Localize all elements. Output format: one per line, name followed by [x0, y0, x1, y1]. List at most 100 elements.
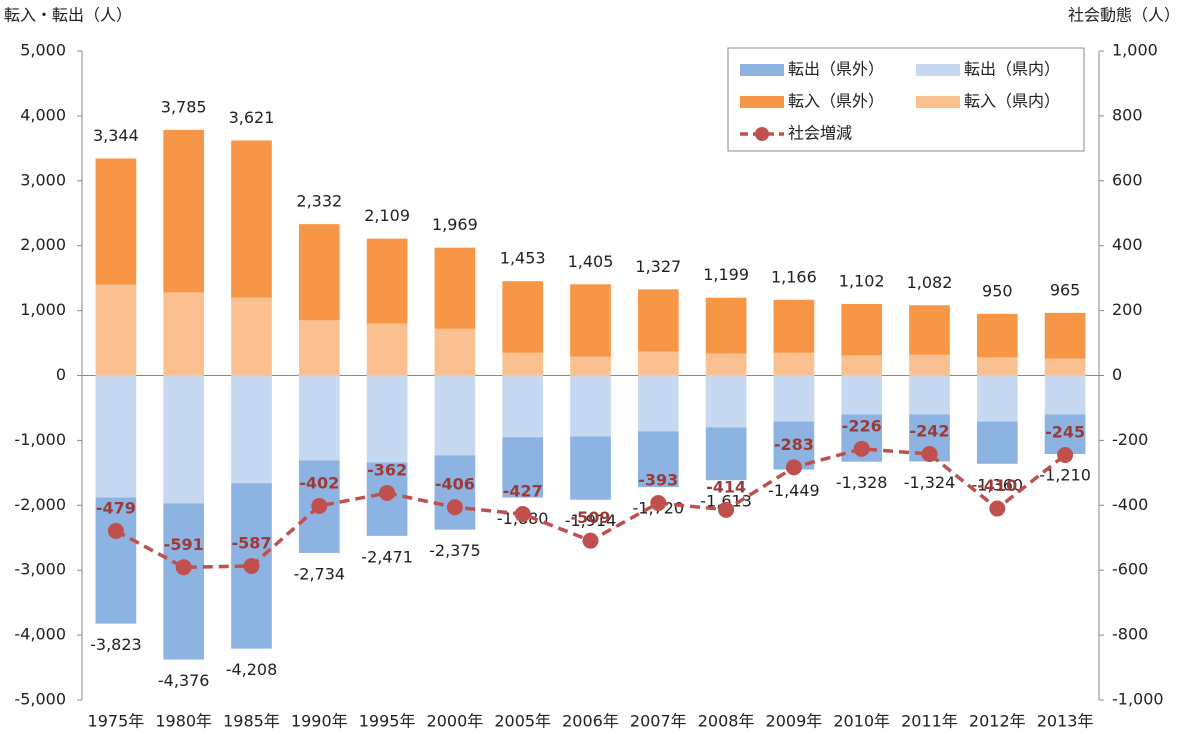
marker	[311, 497, 328, 514]
bar	[434, 455, 476, 530]
bar	[976, 313, 1018, 358]
total-label: -1,914	[565, 511, 617, 530]
y-tick-label: -5,000	[14, 690, 66, 709]
total-label: -1,449	[768, 481, 820, 500]
bar	[95, 375, 137, 498]
total-label: 1,405	[568, 252, 614, 271]
legend-swatch	[916, 96, 960, 108]
data-label: -427	[503, 482, 543, 501]
data-label: -509	[570, 508, 610, 527]
y-tick-label: 4,000	[20, 105, 66, 124]
marker	[989, 500, 1006, 517]
legend-swatch	[916, 64, 960, 76]
y2-tick-label: 0	[1112, 365, 1122, 384]
bar	[570, 436, 611, 500]
bar	[773, 299, 815, 353]
bar	[366, 323, 408, 376]
data-label: -479	[96, 498, 136, 517]
bar	[231, 297, 272, 376]
x-tick-label: 2005年	[494, 712, 551, 731]
bar	[502, 437, 544, 498]
marker	[582, 532, 599, 549]
data-label: -587	[231, 533, 271, 552]
total-label: 2,109	[364, 206, 410, 225]
data-label: -245	[1045, 423, 1085, 442]
bar	[570, 284, 611, 357]
total-label: -1,324	[904, 473, 956, 492]
total-label: -2,734	[294, 564, 346, 583]
data-label: -406	[435, 475, 475, 494]
y-tick-label: -1,000	[14, 430, 66, 449]
bar	[841, 355, 883, 376]
x-tick-label: 2013年	[1037, 712, 1094, 731]
data-label: -283	[774, 435, 814, 454]
bar	[976, 375, 1018, 422]
total-label: -2,471	[361, 547, 413, 566]
bar	[298, 320, 340, 376]
total-label: 2,332	[296, 192, 342, 211]
bar	[1044, 312, 1086, 359]
data-label: -226	[842, 416, 882, 435]
bar	[366, 238, 408, 324]
x-tick-label: 2010年	[833, 712, 890, 731]
bar	[976, 421, 1018, 464]
legend-swatch	[740, 96, 784, 108]
x-tick-label: 2000年	[427, 712, 484, 731]
data-label: -393	[638, 471, 678, 490]
bar	[163, 292, 205, 376]
y-tick-label: -3,000	[14, 560, 66, 579]
total-label: 1,453	[500, 249, 546, 268]
x-tick-label: 2007年	[630, 712, 687, 731]
y2-tick-label: -800	[1112, 625, 1148, 644]
total-label: 1,102	[839, 271, 885, 290]
total-label: 1,082	[907, 273, 953, 292]
bar	[637, 431, 679, 488]
legend-label: 転入（県外）	[788, 92, 884, 111]
bar	[637, 289, 679, 352]
legend-swatch	[740, 64, 784, 76]
bar	[434, 375, 476, 456]
total-label: 1,969	[432, 215, 478, 234]
marker	[243, 557, 260, 574]
bar	[637, 351, 679, 376]
bar	[95, 497, 137, 624]
bar	[841, 303, 883, 356]
total-label: -1,328	[836, 473, 888, 492]
bar	[976, 357, 1018, 376]
legend-swatch	[755, 127, 769, 141]
total-label: 1,166	[771, 267, 817, 286]
bar	[298, 375, 340, 461]
y-tick-label: 2,000	[20, 235, 66, 254]
bar	[705, 375, 747, 428]
bar	[570, 356, 611, 376]
bar	[1044, 358, 1086, 376]
total-label: -4,208	[226, 660, 278, 679]
x-tick-label: 2011年	[901, 712, 958, 731]
x-tick-label: 2006年	[562, 712, 619, 731]
bar	[502, 352, 544, 376]
y2-tick-label: -400	[1112, 495, 1148, 514]
x-tick-label: 2008年	[698, 712, 755, 731]
bar	[1044, 375, 1086, 415]
bar	[163, 129, 205, 293]
bar	[231, 375, 272, 484]
bar	[298, 224, 340, 321]
total-label: 3,344	[93, 126, 139, 145]
data-label: -591	[164, 535, 204, 554]
marker	[650, 495, 667, 512]
x-tick-label: 1985年	[223, 712, 280, 731]
y-tick-label: 1,000	[20, 300, 66, 319]
y2-tick-label: -1,000	[1112, 690, 1164, 709]
total-label: -1,613	[700, 492, 752, 511]
marker	[853, 440, 870, 457]
legend-label: 転出（県内）	[964, 60, 1060, 79]
bar	[773, 352, 815, 376]
bar	[502, 375, 544, 438]
y2-tick-label: -200	[1112, 430, 1148, 449]
marker	[718, 501, 735, 518]
total-label: -2,375	[429, 541, 481, 560]
bar	[909, 375, 950, 415]
marker	[1057, 447, 1074, 464]
